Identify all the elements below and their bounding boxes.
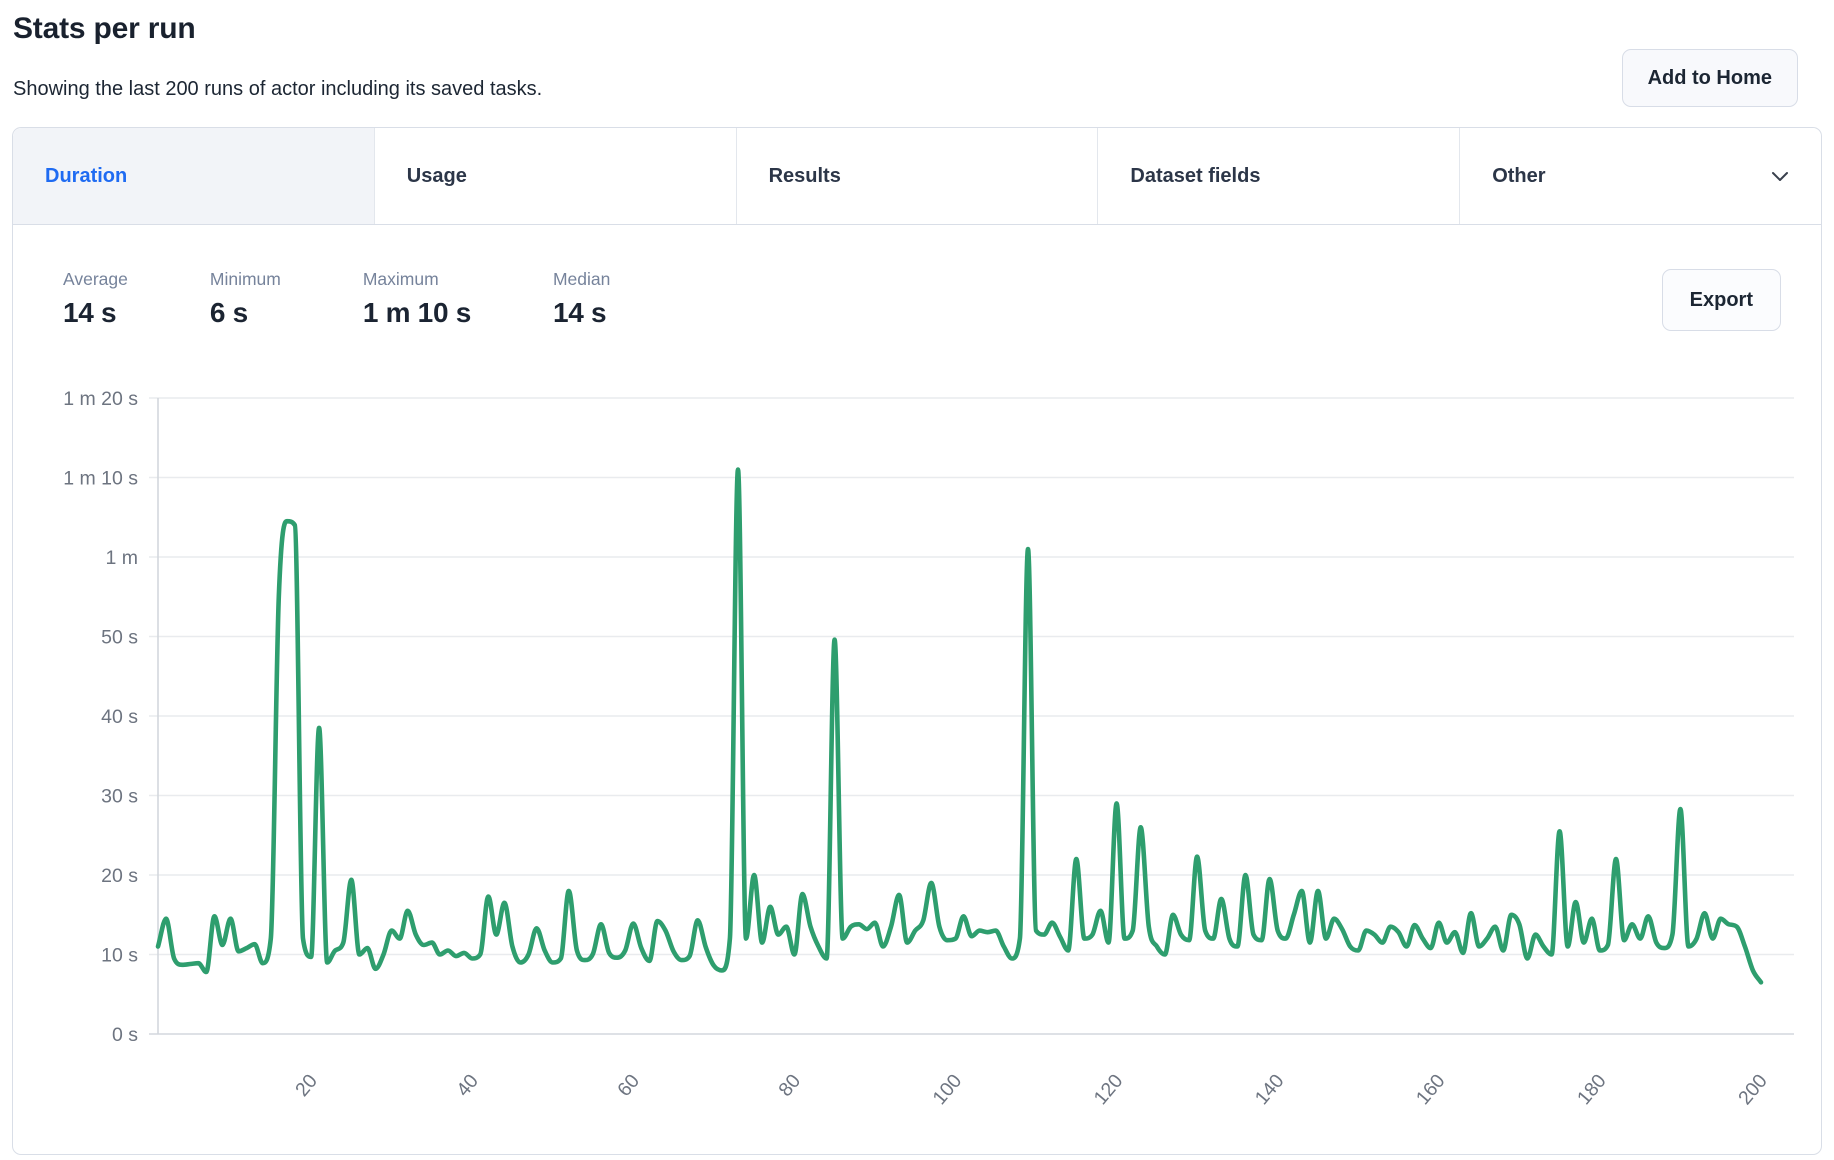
svg-text:60: 60 [613,1070,644,1101]
tab-duration[interactable]: Duration [13,128,375,224]
stat-average-value: 14 s [63,297,117,328]
stat-minimum: Minimum 6 s [210,269,281,329]
stats-card: Duration Usage Results Dataset fields Ot… [12,127,1822,1155]
summary-stats-row: Average 14 s Minimum 6 s Maximum 1 m 10 … [63,269,1781,331]
stat-average-label: Average [63,269,128,289]
svg-text:30 s: 30 s [101,786,138,808]
svg-text:120: 120 [1090,1070,1128,1109]
svg-text:40: 40 [452,1070,483,1101]
svg-text:10 s: 10 s [101,945,138,967]
add-to-home-button[interactable]: Add to Home [1621,49,1798,107]
stat-minimum-value: 6 s [209,297,248,328]
page-subtitle: Showing the last 200 runs of actor inclu… [13,78,543,100]
duration-line-chart: 0 s 10 s 20 s 30 s 40 s 50 s 1 m 1 m 10 s 1 m 20… [13,376,1821,1154]
svg-text:160: 160 [1412,1070,1450,1109]
tab-bar: Duration Usage Results Dataset fields Ot… [13,128,1821,225]
svg-text:20 s: 20 s [101,865,138,887]
tab-dataset-fields[interactable]: Dataset fields [1098,128,1461,224]
stat-median-value: 14 s [552,297,607,328]
stat-median-label: Median [552,269,611,289]
tab-other-label: Other [1492,164,1546,187]
svg-text:1 m: 1 m [105,547,138,569]
stat-maximum: Maximum 1 m 10 s [363,269,471,329]
svg-text:180: 180 [1573,1070,1611,1109]
svg-text:100: 100 [929,1070,967,1109]
stat-maximum-label: Maximum [362,269,439,289]
svg-text:40 s: 40 s [101,706,138,728]
svg-text:80: 80 [774,1070,805,1101]
svg-text:0 s: 0 s [112,1024,138,1046]
svg-text:20: 20 [291,1070,322,1101]
stat-maximum-value: 1 m 10 s [362,297,471,328]
tab-other[interactable]: Other [1460,128,1821,224]
svg-text:1 m 20 s: 1 m 20 s [63,388,138,410]
stat-average: Average 14 s [63,269,128,329]
svg-text:1 m 10 s: 1 m 10 s [63,468,138,490]
stat-median: Median 14 s [553,269,610,329]
tab-dataset-fields-label: Dataset fields [1130,164,1261,187]
svg-text:200: 200 [1734,1070,1772,1109]
tab-duration-label: Duration [45,164,128,187]
tab-usage[interactable]: Usage [374,128,737,224]
tab-results-label: Results [768,164,841,187]
tab-usage-label: Usage [406,164,467,187]
chevron-down-icon [1769,165,1791,187]
tab-results[interactable]: Results [736,128,1099,224]
page-title: Stats per run [13,12,196,45]
export-button[interactable]: Export [1661,269,1781,331]
chart-canvas: 0 s 10 s 20 s 30 s 40 s 50 s 1 m 1 m 10 s 1 m 20… [63,388,1794,1109]
svg-text:50 s: 50 s [101,627,138,649]
stat-minimum-label: Minimum [209,269,281,289]
svg-text:140: 140 [1251,1070,1289,1109]
